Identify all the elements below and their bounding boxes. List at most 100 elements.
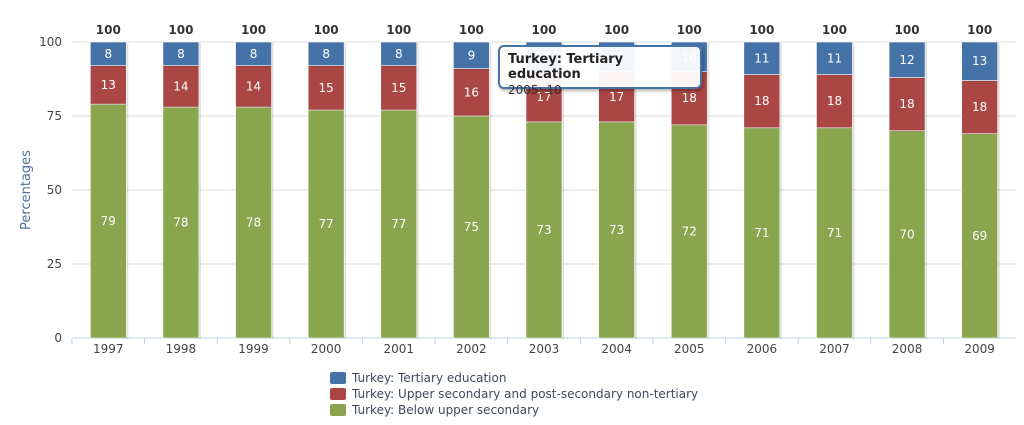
stack-total-label: 100 [96,23,121,37]
bar-data-label: 78 [246,216,261,230]
bar-segment[interactable] [743,41,781,75]
legend-label-tertiary: Turkey: Tertiary education [352,371,507,385]
legend-swatch-tertiary [330,372,346,384]
x-tick-label: 2005 [674,342,705,356]
bar-segment[interactable] [453,41,490,69]
legend-item-tertiary[interactable]: Turkey: Tertiary education [330,370,698,386]
bar-segment[interactable] [961,41,998,81]
bar-data-label: 14 [246,79,261,93]
bar-data-label: 16 [464,85,479,99]
legend-item-upper-secondary[interactable]: Turkey: Upper secondary and post-seconda… [330,386,698,402]
bar-data-label: 11 [754,51,769,65]
y-tick-label: 50 [47,183,62,197]
bar-segment[interactable] [816,41,853,75]
stack-total-label: 100 [822,23,847,37]
bar-segment[interactable] [90,103,127,339]
stack-total-label: 100 [241,23,266,37]
bar-segment[interactable] [307,41,345,66]
bar-segment[interactable] [235,41,272,66]
x-tick-label: 2000 [311,342,342,356]
bar-data-label: 15 [319,81,334,95]
bar-segment[interactable] [961,133,998,339]
bar-data-label: 75 [464,220,479,234]
bar-data-label: 13 [101,78,116,92]
stack-total-label: 100 [749,23,774,37]
bar-segment[interactable] [961,80,998,135]
bar-segment[interactable] [525,121,563,339]
bar-segment[interactable] [307,109,345,339]
stack-total-label: 100 [531,23,556,37]
y-tick-label: 75 [47,109,62,123]
bar-data-label: 69 [972,229,987,243]
bar-data-label: 12 [899,53,914,67]
x-tick-label: 2002 [456,342,487,356]
stack-total-label: 100 [604,23,629,37]
bar-segment[interactable] [235,106,272,339]
stack-total-label: 100 [314,23,339,37]
x-tick-label: 2003 [529,342,560,356]
bar-segment[interactable] [162,106,200,339]
legend-swatch-upper-secondary [330,388,346,400]
bar-data-label: 11 [827,51,842,65]
x-tick-label: 1998 [166,342,197,356]
bar-data-label: 17 [536,90,551,104]
legend-item-below-upper-secondary[interactable]: Turkey: Below upper secondary [330,402,698,418]
y-tick-label: 0 [54,331,62,345]
bar-data-label: 18 [682,91,697,105]
y-tick-label: 25 [47,257,62,271]
bar-data-label: 18 [899,97,914,111]
bar-data-label: 77 [391,217,406,231]
bar-segment[interactable] [816,127,853,339]
bar-segment[interactable] [162,65,200,108]
x-tick-label: 2006 [747,342,778,356]
legend-label-below-upper-secondary: Turkey: Below upper secondary [352,403,540,417]
bar-data-label: 8 [250,47,258,61]
bar-data-label: 13 [972,54,987,68]
bar-segment[interactable] [598,121,635,339]
y-tick-label: 100 [39,35,62,49]
stack-total-label: 100 [386,23,411,37]
bar-data-label: 15 [391,81,406,95]
bar-data-label: 8 [395,47,403,61]
bar-segment[interactable] [743,127,781,339]
bar-segment[interactable] [816,74,853,129]
x-tick-label: 2001 [383,342,414,356]
legend-swatch-below-upper-secondary [330,404,346,416]
x-tick-label: 1999 [238,342,269,356]
legend-label-upper-secondary: Turkey: Upper secondary and post-seconda… [352,387,699,401]
stack-total-label: 100 [168,23,193,37]
bar-data-label: 18 [972,100,987,114]
bar-data-label: 77 [319,217,334,231]
x-tick-label: 2007 [819,342,850,356]
bar-data-label: 73 [536,223,551,237]
bar-data-label: 8 [322,47,330,61]
bar-segment[interactable] [888,77,926,132]
bar-segment[interactable] [453,68,490,117]
stack-total-label: 100 [459,23,484,37]
bar-data-label: 18 [754,94,769,108]
bar-data-label: 8 [177,47,185,61]
bar-segment[interactable] [235,65,272,108]
bar-segment[interactable] [380,41,418,66]
bar-segment[interactable] [380,109,418,339]
bar-segment[interactable] [453,115,490,339]
bar-data-label: 78 [173,216,188,230]
bar-segment[interactable] [670,124,708,339]
y-axis-title: Percentages [19,150,34,230]
x-tick-label: 1997 [93,342,124,356]
bar-data-label: 72 [682,224,697,238]
bar-segment[interactable] [888,41,926,78]
bar-segment[interactable] [162,41,200,66]
bar-data-label: 14 [173,79,188,93]
bar-data-label: 17 [609,90,624,104]
x-tick-label: 2008 [892,342,923,356]
stack-total-label: 100 [967,23,992,37]
bar-data-label: 73 [609,223,624,237]
bar-segment[interactable] [888,130,926,339]
bar-data-label: 70 [899,227,914,241]
bar-data-label: 79 [101,214,116,228]
tooltip: Turkey: Tertiary education 2005: 10 [498,45,702,97]
stack-total-label: 100 [677,23,702,37]
bar-segment[interactable] [90,41,127,66]
bar-data-label: 71 [754,226,769,240]
